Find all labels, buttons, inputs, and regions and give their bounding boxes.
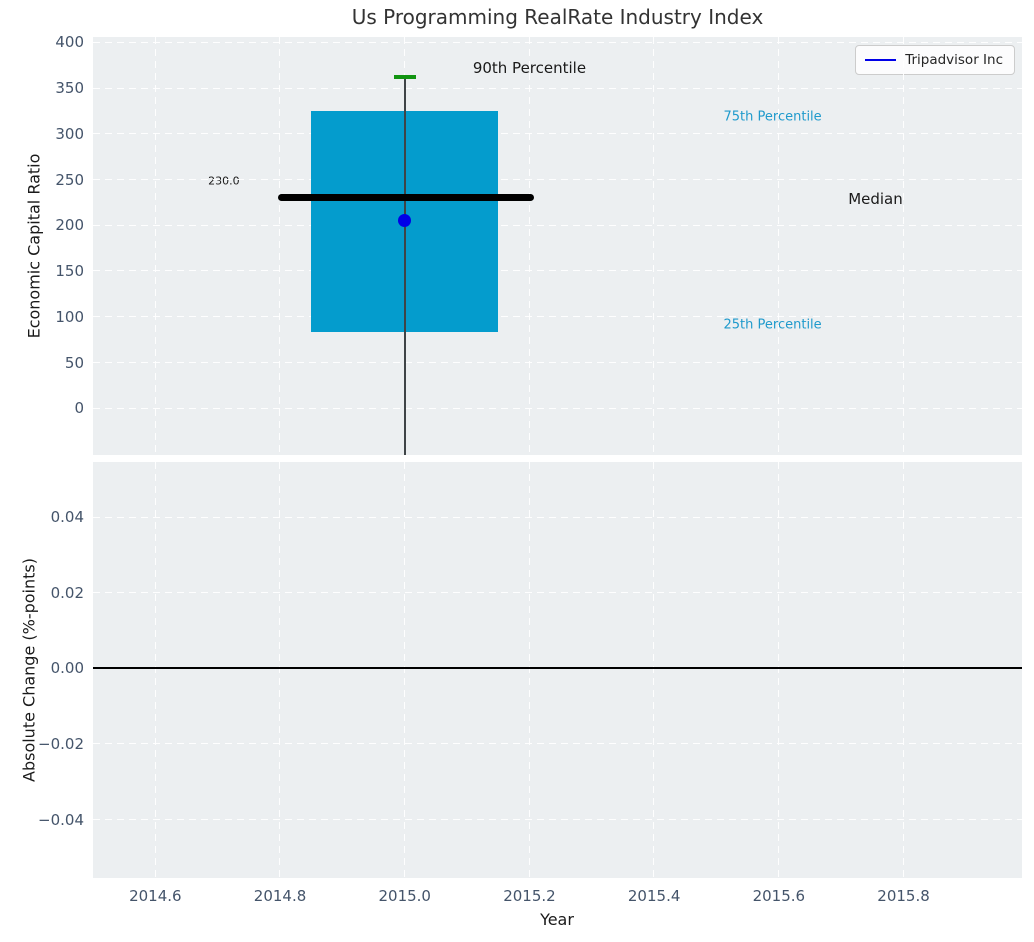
y-tick-label: −0.02 <box>38 735 84 754</box>
p75-annotation: 75th Percentile <box>723 109 822 125</box>
gridline-horizontal <box>93 361 1022 364</box>
whisker-line <box>403 77 406 455</box>
y-tick-label: 0 <box>74 399 84 418</box>
gridline-horizontal <box>93 743 1022 746</box>
legend-line-swatch <box>865 58 897 62</box>
y-tick-label: 350 <box>55 79 84 98</box>
bottom-plot-area <box>93 462 1022 878</box>
gridline-horizontal <box>93 133 1022 136</box>
p90-cap <box>393 75 416 80</box>
y-tick-label: 200 <box>55 216 84 235</box>
y-tick-label: −0.04 <box>38 810 84 829</box>
gridline-horizontal <box>93 270 1022 273</box>
x-axis-label: Year <box>540 910 574 929</box>
x-tick-label: 2015.2 <box>503 887 556 905</box>
gridline-vertical <box>404 462 407 878</box>
y-tick-label: 150 <box>55 262 84 281</box>
gridline-vertical <box>902 462 905 878</box>
gridline-horizontal <box>93 592 1022 595</box>
gridline-horizontal <box>93 87 1022 90</box>
p25-annotation: 25th Percentile <box>723 317 822 333</box>
gridline-vertical <box>279 37 282 455</box>
gridline-vertical <box>778 37 781 455</box>
chart-title: Us Programming RealRate Industry Index <box>351 5 764 29</box>
gridline-horizontal <box>93 819 1022 822</box>
legend: Tripadvisor Inc <box>855 45 1015 75</box>
gridline-horizontal <box>93 516 1022 519</box>
gridline-vertical <box>528 462 531 878</box>
gridline-horizontal <box>93 316 1022 319</box>
legend-label: Tripadvisor Inc <box>905 52 1003 68</box>
gridline-vertical <box>902 37 905 455</box>
gridline-vertical <box>653 462 656 878</box>
gridline-vertical <box>154 462 157 878</box>
top-plot-area: 230.0 90th Percentile 75th Percentile Me… <box>93 37 1022 455</box>
x-tick-label: 2015.4 <box>627 887 681 905</box>
y-tick-label: 400 <box>55 33 84 52</box>
gridline-vertical <box>653 37 656 455</box>
median-annotation: Median <box>848 189 903 208</box>
y-tick-label: 50 <box>64 353 84 372</box>
company-data-point <box>398 214 412 228</box>
y-tick-label: 250 <box>55 170 84 189</box>
gridline-vertical <box>778 462 781 878</box>
y-tick-label: 0.04 <box>50 508 84 527</box>
x-tick-label: 2015.0 <box>378 887 431 905</box>
x-tick-label: 2015.8 <box>877 887 930 905</box>
y-tick-label: 0.02 <box>50 583 84 602</box>
x-tick-label: 2014.6 <box>129 887 182 905</box>
gridline-vertical <box>154 37 157 455</box>
x-tick-label: 2014.8 <box>253 887 307 905</box>
y-tick-label: 0.00 <box>50 659 84 678</box>
zero-reference-line <box>93 667 1022 670</box>
y-tick-label: 300 <box>55 124 84 143</box>
gridline-vertical <box>528 37 531 455</box>
gridline-horizontal <box>93 407 1022 410</box>
median-line <box>278 194 535 202</box>
y-tick-label: 100 <box>55 307 84 326</box>
x-tick-label: 2015.6 <box>752 887 806 905</box>
gridline-horizontal <box>93 224 1022 227</box>
gridline-vertical <box>279 462 282 878</box>
gridline-horizontal <box>93 41 1022 44</box>
gridline-horizontal <box>93 178 1022 181</box>
